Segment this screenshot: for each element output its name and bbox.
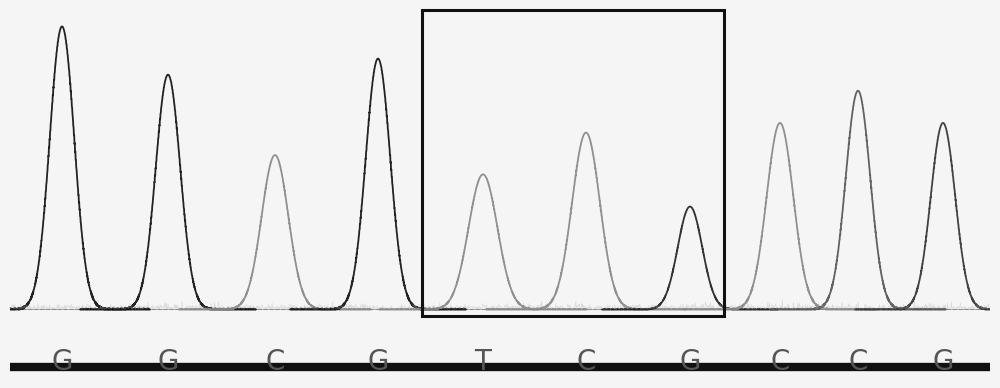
Text: T: T — [475, 348, 491, 376]
Text: C: C — [770, 348, 790, 376]
Text: G: G — [932, 348, 954, 376]
Text: C: C — [576, 348, 596, 376]
Bar — [422, 10, 724, 316]
Text: C: C — [265, 348, 285, 376]
Text: G: G — [367, 348, 389, 376]
Text: G: G — [679, 348, 701, 376]
Text: G: G — [51, 348, 73, 376]
Text: C: C — [848, 348, 868, 376]
Text: G: G — [157, 348, 179, 376]
